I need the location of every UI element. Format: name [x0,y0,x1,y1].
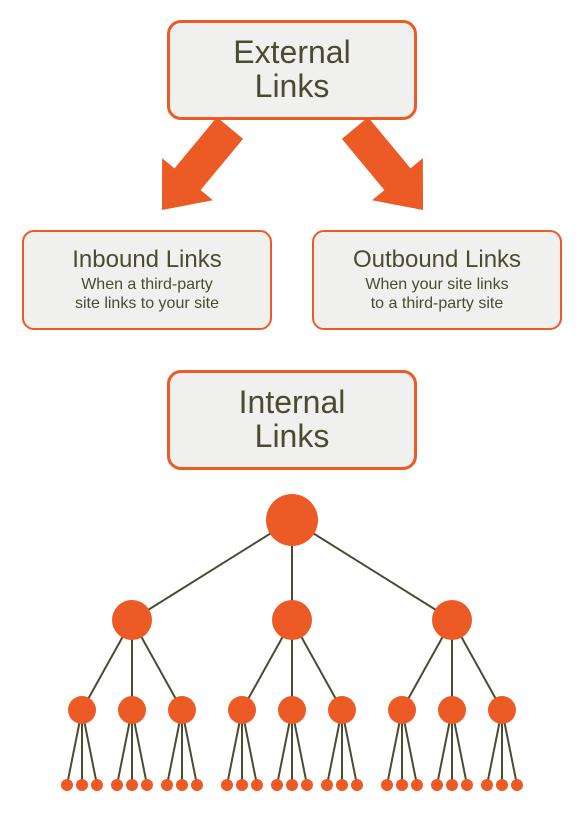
tree-leaf-node [141,779,153,791]
tree-level2-node [272,600,312,640]
tree-level3-node [438,696,466,724]
tree-level2-node [432,600,472,640]
tree-level3-node [228,696,256,724]
tree-diagram [0,0,585,818]
tree-level3-node [278,696,306,724]
tree-leaf-node [381,779,393,791]
tree-level3-node [488,696,516,724]
tree-leaf-node [431,779,443,791]
tree-level3-node [168,696,196,724]
tree-leaf-node [111,779,123,791]
tree-leaf-node [496,779,508,791]
tree-leaf-node [481,779,493,791]
tree-level3-node [118,696,146,724]
tree-leaf-node [271,779,283,791]
tree-leaf-node [161,779,173,791]
tree-leaf-node [321,779,333,791]
tree-edge [292,520,452,620]
tree-leaf-node [351,779,363,791]
tree-level3-node [68,696,96,724]
tree-leaf-node [411,779,423,791]
tree-leaf-node [176,779,188,791]
tree-leaf-node [126,779,138,791]
tree-leaf-node [446,779,458,791]
tree-level3-node [328,696,356,724]
tree-leaf-node [61,779,73,791]
tree-leaf-node [76,779,88,791]
tree-root-node [266,494,318,546]
tree-leaf-node [461,779,473,791]
tree-leaf-node [221,779,233,791]
tree-leaf-node [251,779,263,791]
tree-leaf-node [286,779,298,791]
tree-leaf-node [301,779,313,791]
tree-level2-node [112,600,152,640]
tree-leaf-node [396,779,408,791]
tree-leaf-node [236,779,248,791]
tree-leaf-node [511,779,523,791]
tree-leaf-node [91,779,103,791]
tree-edge [132,520,292,620]
tree-leaf-node [191,779,203,791]
tree-level3-node [388,696,416,724]
tree-leaf-node [336,779,348,791]
